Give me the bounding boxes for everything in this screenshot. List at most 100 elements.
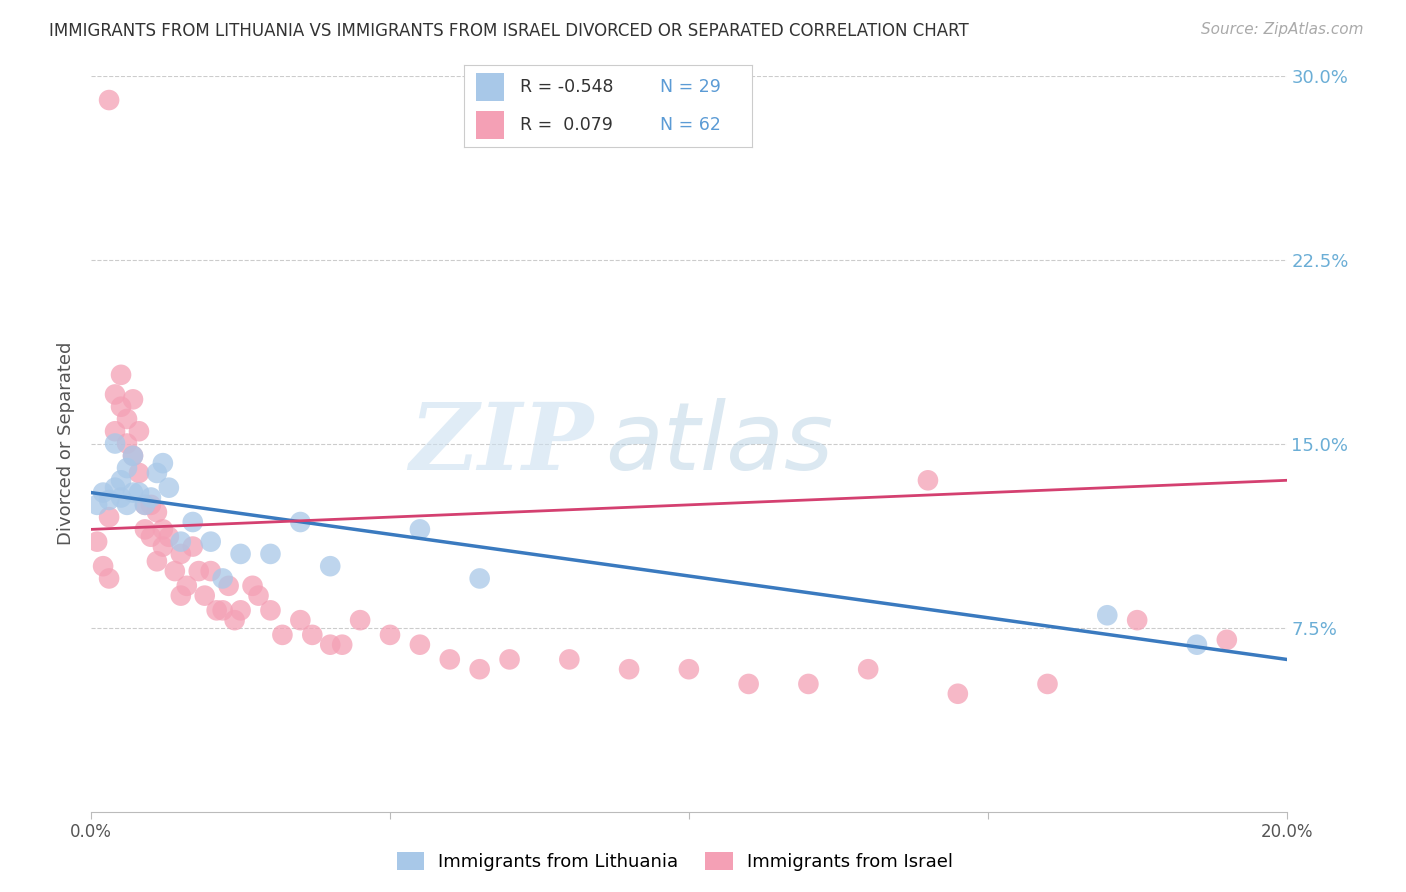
Point bbox=[146, 466, 169, 480]
Text: N = 29: N = 29 bbox=[659, 78, 721, 96]
Point bbox=[181, 515, 204, 529]
Text: IMMIGRANTS FROM LITHUANIA VS IMMIGRANTS FROM ISRAEL DIVORCED OR SEPARATED CORREL: IMMIGRANTS FROM LITHUANIA VS IMMIGRANTS … bbox=[49, 22, 969, 40]
Point bbox=[86, 534, 108, 549]
Point bbox=[122, 449, 145, 463]
Point bbox=[319, 559, 342, 574]
Text: Source: ZipAtlas.com: Source: ZipAtlas.com bbox=[1201, 22, 1364, 37]
FancyBboxPatch shape bbox=[475, 73, 505, 101]
Point bbox=[917, 473, 939, 487]
Point bbox=[211, 603, 233, 617]
FancyBboxPatch shape bbox=[475, 112, 505, 139]
Point bbox=[98, 510, 121, 524]
Point bbox=[271, 628, 294, 642]
Point bbox=[152, 456, 174, 470]
Point bbox=[247, 589, 270, 603]
Point bbox=[139, 498, 162, 512]
Point bbox=[152, 540, 174, 554]
Point bbox=[498, 652, 520, 666]
Point bbox=[157, 530, 180, 544]
Text: N = 62: N = 62 bbox=[659, 116, 721, 134]
Point bbox=[170, 534, 193, 549]
Point bbox=[98, 492, 121, 507]
Point bbox=[115, 498, 138, 512]
Point bbox=[152, 522, 174, 536]
Point bbox=[104, 387, 127, 401]
Point bbox=[194, 589, 217, 603]
Legend: Immigrants from Lithuania, Immigrants from Israel: Immigrants from Lithuania, Immigrants fr… bbox=[389, 845, 960, 879]
Point bbox=[330, 638, 353, 652]
Point bbox=[1216, 632, 1239, 647]
Text: ZIP: ZIP bbox=[409, 399, 593, 489]
Point bbox=[104, 424, 127, 438]
Point bbox=[856, 662, 879, 676]
Point bbox=[218, 579, 240, 593]
Point bbox=[468, 662, 491, 676]
Point bbox=[1185, 638, 1208, 652]
Point bbox=[946, 687, 969, 701]
Point bbox=[139, 530, 162, 544]
Point bbox=[104, 436, 127, 450]
Point bbox=[617, 662, 640, 676]
Point bbox=[98, 93, 121, 107]
Point bbox=[91, 485, 114, 500]
Point bbox=[290, 515, 312, 529]
Point bbox=[1126, 613, 1149, 627]
Point bbox=[157, 481, 180, 495]
Point bbox=[91, 559, 114, 574]
Point bbox=[86, 498, 108, 512]
Point bbox=[181, 540, 204, 554]
Point bbox=[439, 652, 461, 666]
Point bbox=[128, 485, 150, 500]
Point bbox=[187, 564, 209, 578]
Point bbox=[797, 677, 820, 691]
Point bbox=[146, 505, 169, 519]
Point bbox=[134, 522, 156, 536]
Point bbox=[134, 498, 156, 512]
Point bbox=[558, 652, 581, 666]
Point bbox=[98, 571, 121, 585]
Point bbox=[468, 571, 491, 585]
Point bbox=[1036, 677, 1059, 691]
Point bbox=[170, 589, 193, 603]
Point bbox=[301, 628, 323, 642]
Point bbox=[290, 613, 312, 627]
Point bbox=[319, 638, 342, 652]
Point bbox=[163, 564, 186, 578]
Point bbox=[122, 485, 145, 500]
Point bbox=[409, 638, 432, 652]
Point bbox=[122, 392, 145, 407]
Point bbox=[259, 547, 281, 561]
Point bbox=[224, 613, 246, 627]
Point bbox=[200, 564, 222, 578]
Point bbox=[115, 461, 138, 475]
Point bbox=[115, 412, 138, 426]
Point bbox=[115, 436, 138, 450]
Point bbox=[110, 400, 132, 414]
Point bbox=[110, 491, 132, 505]
Point bbox=[259, 603, 281, 617]
Point bbox=[104, 481, 127, 495]
Point bbox=[211, 571, 233, 585]
Point bbox=[110, 368, 132, 382]
Point bbox=[678, 662, 700, 676]
Point bbox=[1097, 608, 1119, 623]
Point bbox=[242, 579, 264, 593]
Point bbox=[229, 603, 252, 617]
Point bbox=[146, 554, 169, 568]
Point bbox=[110, 473, 132, 487]
Point bbox=[200, 534, 222, 549]
Point bbox=[378, 628, 401, 642]
Point bbox=[737, 677, 759, 691]
Text: R =  0.079: R = 0.079 bbox=[520, 116, 613, 134]
Point bbox=[134, 498, 156, 512]
Point bbox=[349, 613, 371, 627]
Point bbox=[128, 424, 150, 438]
Point bbox=[176, 579, 198, 593]
Point bbox=[139, 491, 162, 505]
Point bbox=[128, 466, 150, 480]
Point bbox=[205, 603, 228, 617]
Point bbox=[409, 522, 432, 536]
Y-axis label: Divorced or Separated: Divorced or Separated bbox=[58, 342, 75, 545]
Text: R = -0.548: R = -0.548 bbox=[520, 78, 613, 96]
Point bbox=[122, 449, 145, 463]
